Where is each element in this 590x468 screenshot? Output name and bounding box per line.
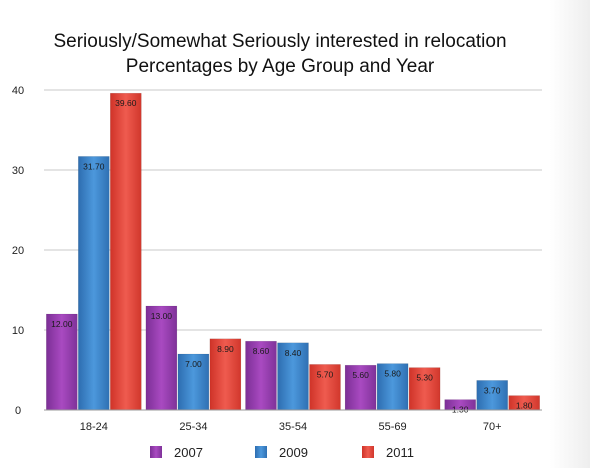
bar-2011-18-24 xyxy=(110,92,142,411)
data-label: 3.70 xyxy=(484,385,501,395)
bar-2009-25-34 xyxy=(177,353,210,411)
data-label: 1.80 xyxy=(516,401,533,411)
data-label: 12.00 xyxy=(51,319,73,329)
bar-2011-35-54 xyxy=(309,364,341,411)
data-label: 13.00 xyxy=(151,311,173,321)
y-tick-label: 10 xyxy=(12,325,24,337)
bar-2009-35-54 xyxy=(277,342,309,411)
x-tick-label: 70+ xyxy=(483,421,502,433)
bar-2009-70+ xyxy=(476,380,508,411)
y-tick-label: 30 xyxy=(12,165,24,177)
bar-2007-35-54 xyxy=(245,340,277,411)
bar-2011-55-69 xyxy=(408,367,441,411)
axes: 0 10 20 30 40 18-24 25-34 35-54 55-69 70+ xyxy=(12,85,542,433)
bar-2007-25-34 xyxy=(145,305,178,411)
data-label: 8.40 xyxy=(285,348,302,358)
x-tick-label: 35-54 xyxy=(279,421,307,433)
y-tick-label: 20 xyxy=(12,245,24,257)
data-label: 5.30 xyxy=(416,373,433,383)
data-label: 31.70 xyxy=(83,161,105,171)
data-label: 7.00 xyxy=(185,359,202,369)
x-tick-label: 55-69 xyxy=(379,421,407,433)
bar-2007-55-69 xyxy=(344,364,377,411)
legend-label-2009: 2009 xyxy=(279,445,308,460)
chart-subtitle: Percentages by Age Group and Year xyxy=(125,56,435,77)
legend-label-2011: 2011 xyxy=(386,445,414,460)
y-tick-label: 0 xyxy=(15,405,21,417)
data-label: 8.60 xyxy=(253,346,270,356)
bar-2007-18-24 xyxy=(46,313,78,411)
chart-title: Seriously/Somewhat Seriously interested … xyxy=(53,31,507,52)
x-tick-label: 25-34 xyxy=(179,421,207,433)
bar-2009-18-24 xyxy=(78,156,110,411)
legend-label-2007: 2007 xyxy=(174,445,203,460)
legend-swatch-2007 xyxy=(150,446,162,458)
bars xyxy=(46,92,540,411)
legend-swatch-2009 xyxy=(255,446,267,458)
legend: 2007 2009 2011 xyxy=(150,445,414,460)
legend-swatch-2011 xyxy=(362,446,374,458)
bar-2011-25-34 xyxy=(209,338,242,411)
x-tick-label: 18-24 xyxy=(80,421,108,433)
data-label: 5.80 xyxy=(384,369,401,379)
data-label: 5.60 xyxy=(352,370,369,380)
data-label: 8.90 xyxy=(217,344,234,354)
data-label: 39.60 xyxy=(115,98,137,108)
y-tick-label: 40 xyxy=(12,85,24,97)
background-shade xyxy=(550,0,590,468)
data-label: 5.70 xyxy=(317,369,334,379)
data-labels: 12.00 31.70 39.60 13.00 7.00 8.90 8.60 8.40 5.70… xyxy=(51,98,533,414)
